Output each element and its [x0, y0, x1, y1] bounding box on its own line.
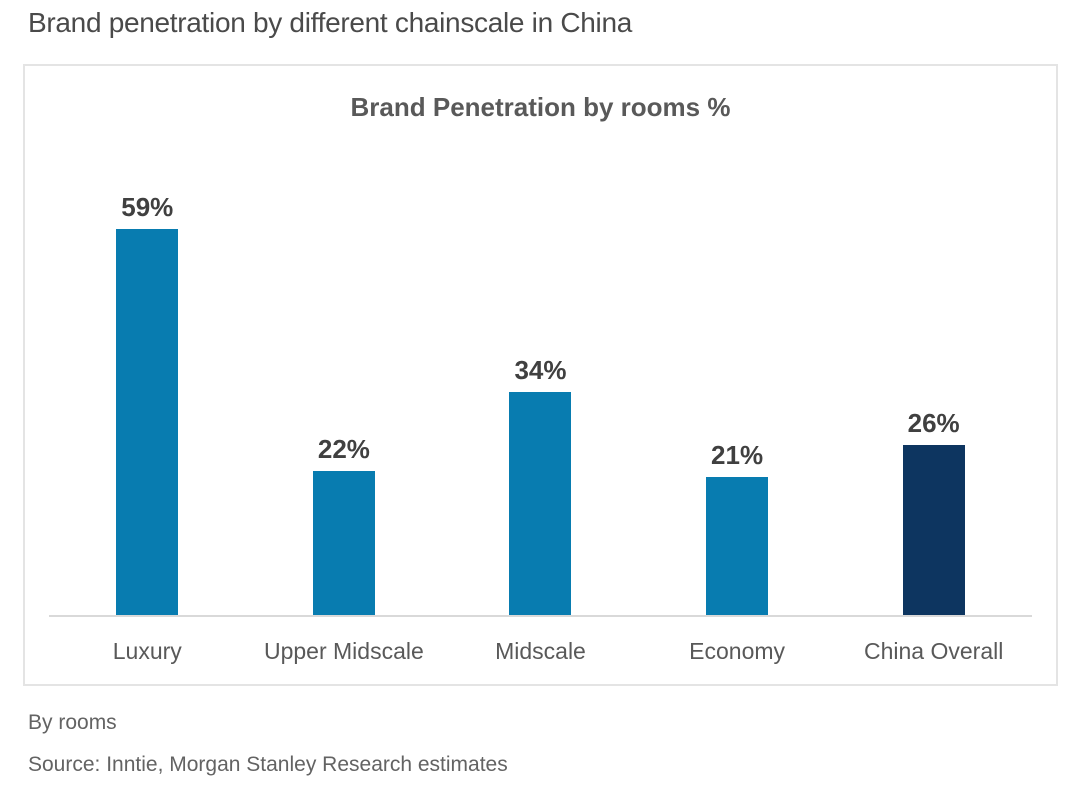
- page-title: Brand penetration by different chainscal…: [28, 7, 632, 38]
- x-axis-label: Economy: [689, 638, 786, 664]
- bar-column: 22%: [246, 164, 443, 615]
- bar: [312, 471, 375, 615]
- bar-value-label: 22%: [317, 434, 370, 464]
- bar-column: 59%: [49, 164, 246, 615]
- bar: [509, 392, 572, 615]
- bar-value-label: 21%: [711, 440, 764, 470]
- bar-column: 34%: [442, 164, 639, 615]
- bar: [706, 477, 769, 615]
- bar: [116, 229, 179, 615]
- x-axis-label: Midscale: [495, 638, 586, 664]
- chart-card: Brand Penetration by rooms % 59% 22% 34% 21…: [23, 64, 1058, 686]
- bar-value-label: 59%: [121, 192, 174, 222]
- chart-title: Brand Penetration by rooms %: [350, 92, 731, 122]
- bar-value-label: 34%: [514, 355, 567, 385]
- x-axis-label: Luxury: [112, 638, 182, 664]
- bar-column: 21%: [639, 164, 836, 615]
- bar-chart-plot-area: 59% 22% 34% 21% 26%: [49, 164, 1032, 617]
- x-axis-label: Upper Midscale: [263, 638, 424, 664]
- x-axis-label: China Overall: [864, 638, 1004, 664]
- chart-source: Source: Inntie, Morgan Stanley Research …: [28, 753, 508, 776]
- x-axis-labels: Luxury Upper Midscale Midscale Economy China…: [49, 638, 1032, 665]
- bar-column: 26%: [835, 164, 1032, 615]
- bar-value-label: 26%: [907, 408, 960, 438]
- bar: [902, 445, 965, 615]
- chart-footnote: By rooms: [28, 711, 117, 734]
